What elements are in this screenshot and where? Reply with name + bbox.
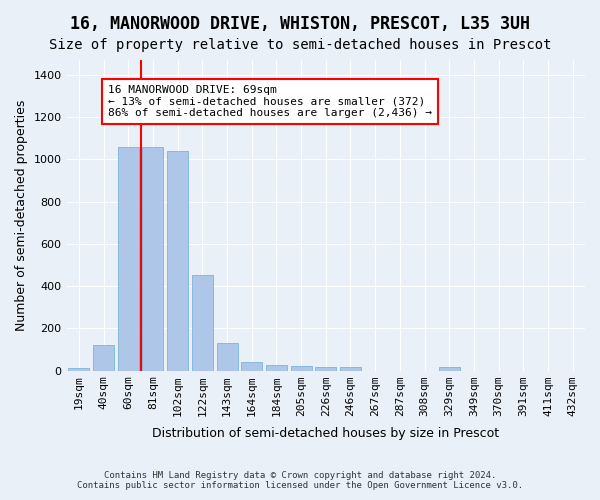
Bar bbox=[118, 147, 139, 370]
Text: Contains HM Land Registry data © Crown copyright and database right 2024.
Contai: Contains HM Land Registry data © Crown c… bbox=[77, 470, 523, 490]
Text: Size of property relative to semi-detached houses in Prescot: Size of property relative to semi-detach… bbox=[49, 38, 551, 52]
Bar bbox=[167, 151, 188, 370]
Bar bbox=[217, 343, 238, 370]
Bar bbox=[290, 366, 311, 370]
X-axis label: Distribution of semi-detached houses by size in Prescot: Distribution of semi-detached houses by … bbox=[152, 427, 499, 440]
Bar bbox=[192, 276, 213, 370]
Bar bbox=[93, 345, 114, 370]
Bar bbox=[142, 147, 163, 370]
Bar bbox=[340, 368, 361, 370]
Y-axis label: Number of semi-detached properties: Number of semi-detached properties bbox=[15, 100, 28, 331]
Text: 16, MANORWOOD DRIVE, WHISTON, PRESCOT, L35 3UH: 16, MANORWOOD DRIVE, WHISTON, PRESCOT, L… bbox=[70, 15, 530, 33]
Text: 16 MANORWOOD DRIVE: 69sqm
← 13% of semi-detached houses are smaller (372)
86% of: 16 MANORWOOD DRIVE: 69sqm ← 13% of semi-… bbox=[108, 85, 432, 118]
Bar bbox=[241, 362, 262, 370]
Bar bbox=[439, 368, 460, 370]
Bar bbox=[315, 368, 336, 370]
Bar bbox=[68, 368, 89, 370]
Bar bbox=[266, 365, 287, 370]
